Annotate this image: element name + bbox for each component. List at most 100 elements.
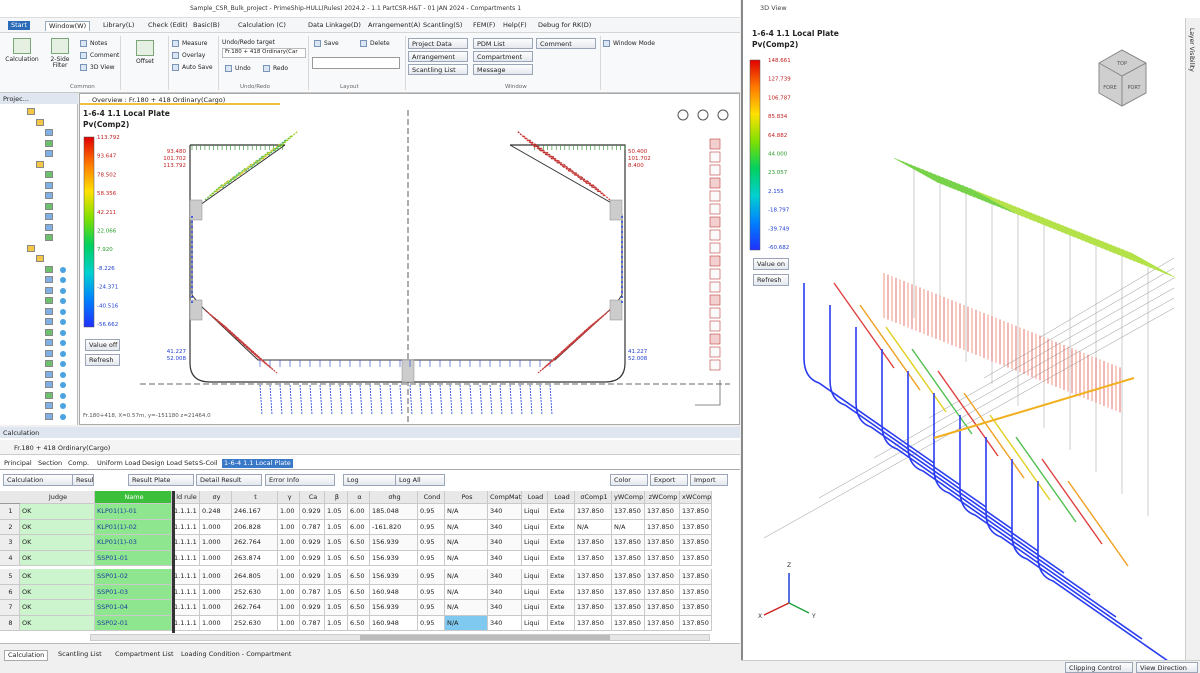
table-cell[interactable]: 6.00 — [348, 504, 370, 520]
table-cell[interactable]: 5 — [0, 569, 20, 585]
table-cell[interactable]: -161.820 — [370, 519, 418, 535]
table-cell[interactable]: 6.50 — [348, 615, 370, 631]
table-cell[interactable]: 137.850 — [645, 535, 680, 551]
table-cell[interactable]: N/A — [445, 519, 488, 535]
table-cell[interactable]: Exte — [548, 584, 575, 600]
table-cell[interactable]: N/A — [445, 615, 488, 631]
column-header[interactable]: ld rule — [172, 491, 200, 504]
toolbar-button[interactable]: Detail Result — [196, 474, 262, 486]
table-cell[interactable]: 0.95 — [418, 504, 445, 520]
calc-tab[interactable]: Uniform Load — [97, 459, 141, 467]
window-button[interactable]: Scantling List — [408, 64, 468, 75]
layout-combo[interactable] — [312, 57, 400, 69]
table-cell[interactable]: 1.000 — [200, 600, 232, 616]
ribbon-icon[interactable] — [136, 40, 154, 56]
tree-icon[interactable] — [45, 265, 53, 273]
table-cell[interactable]: KLP01(1)-02 — [95, 519, 172, 535]
table-cell[interactable]: 7 — [0, 600, 20, 616]
table-cell[interactable]: 0.787 — [300, 519, 325, 535]
table-cell[interactable]: 0.787 — [300, 584, 325, 600]
ribbon-tab[interactable]: Debug for RK(D) — [538, 21, 592, 29]
toolbar-button[interactable]: Calculation — [3, 474, 78, 486]
table-cell[interactable]: 137.850 — [612, 600, 645, 616]
tree-icon[interactable] — [45, 129, 53, 136]
table-cell[interactable]: 0.929 — [300, 600, 325, 616]
table-cell[interactable]: Exte — [548, 569, 575, 585]
table-cell[interactable]: 262.764 — [232, 600, 278, 616]
table-cell[interactable]: 137.850 — [680, 569, 712, 585]
table-cell[interactable]: 1.000 — [200, 535, 232, 551]
overview-tab-label[interactable]: Overview : Fr.180 + 418 Ordinary(Cargo) — [92, 96, 226, 104]
table-cell[interactable]: 340 — [488, 550, 522, 566]
column-header[interactable]: Cond — [418, 491, 445, 504]
table-cell[interactable]: 137.850 — [612, 584, 645, 600]
tree-icon[interactable] — [45, 349, 53, 357]
table-cell[interactable]: OK — [20, 535, 95, 551]
table-cell[interactable]: 1.1.1.1 — [172, 569, 200, 585]
table-cell[interactable]: 137.850 — [680, 519, 712, 535]
table-cell[interactable]: OK — [20, 519, 95, 535]
table-cell[interactable]: 1.000 — [200, 550, 232, 566]
table-cell[interactable]: 0.248 — [200, 504, 232, 520]
column-header[interactable]: σy — [200, 491, 232, 504]
table-cell[interactable]: 340 — [488, 504, 522, 520]
tree-icon[interactable] — [45, 412, 53, 420]
ribbon-small-icon[interactable] — [172, 64, 179, 71]
table-cell[interactable]: 137.850 — [680, 535, 712, 551]
refresh-button[interactable]: Refresh — [85, 354, 120, 366]
ribbon-button-label[interactable]: Comment — [90, 52, 120, 59]
table-cell[interactable]: Liqui — [522, 504, 548, 520]
table-cell[interactable]: 1.00 — [278, 519, 300, 535]
calc-tab[interactable]: Principal — [4, 459, 32, 467]
tree-icon[interactable] — [45, 307, 53, 315]
table-cell[interactable]: 1.1.1.1 — [172, 615, 200, 631]
table-cell[interactable]: 1 — [0, 504, 20, 520]
tree-icon[interactable] — [45, 139, 53, 147]
table-cell[interactable]: OK — [20, 550, 95, 566]
table-cell[interactable]: 137.850 — [680, 504, 712, 520]
table-cell[interactable]: 4 — [0, 550, 20, 566]
table-cell[interactable]: 3 — [0, 535, 20, 551]
table-cell[interactable]: N/A — [575, 519, 612, 535]
window-button[interactable]: Project Data — [408, 38, 468, 49]
table-cell[interactable]: Liqui — [522, 584, 548, 600]
table-cell[interactable]: 137.850 — [645, 550, 680, 566]
table-cell[interactable]: 137.850 — [575, 584, 612, 600]
table-cell[interactable]: 137.850 — [645, 504, 680, 520]
ribbon-button-label[interactable]: Window Mode — [613, 40, 655, 47]
table-cell[interactable]: 263.874 — [232, 550, 278, 566]
bottom-tab[interactable]: Scantling List — [58, 650, 102, 658]
table-cell[interactable]: 137.850 — [575, 535, 612, 551]
table-cell[interactable]: 1.000 — [200, 584, 232, 600]
tree-icon[interactable] — [45, 223, 53, 231]
table-cell[interactable]: 0.787 — [300, 615, 325, 631]
window-button[interactable]: Comment — [536, 38, 596, 49]
table-cell[interactable]: 262.764 — [232, 535, 278, 551]
toolbar-button[interactable]: Result Plate — [128, 474, 194, 486]
table-cell[interactable]: 1.00 — [278, 615, 300, 631]
tree-icon[interactable] — [36, 118, 44, 126]
ribbon-button-label[interactable]: Calculation — [5, 56, 39, 63]
table-cell[interactable]: 6.50 — [348, 600, 370, 616]
bottom-tab[interactable]: Compartment List — [115, 650, 174, 658]
table-cell[interactable]: 0.929 — [300, 569, 325, 585]
ribbon-small-icon[interactable] — [603, 40, 610, 47]
table-cell[interactable]: 340 — [488, 569, 522, 585]
calc-tab[interactable]: Comp. — [68, 459, 90, 467]
table-cell[interactable]: 1.05 — [325, 535, 348, 551]
calc-tab[interactable]: Section — [38, 459, 63, 467]
table-cell[interactable]: Exte — [548, 550, 575, 566]
table-cell[interactable]: N/A — [612, 519, 645, 535]
tree-icon[interactable] — [45, 328, 53, 336]
column-header[interactable]: σhg — [370, 491, 418, 504]
table-cell[interactable]: 252.630 — [232, 615, 278, 631]
table-cell[interactable]: 1.00 — [278, 600, 300, 616]
table-cell[interactable]: Liqui — [522, 615, 548, 631]
column-header[interactable]: γ — [278, 491, 300, 504]
table-cell[interactable]: 340 — [488, 519, 522, 535]
ribbon-icon[interactable] — [51, 38, 69, 54]
table-cell[interactable]: 137.850 — [612, 615, 645, 631]
table-cell[interactable]: Liqui — [522, 535, 548, 551]
ribbon-tab[interactable]: Calculation (C) — [238, 21, 286, 29]
table-cell[interactable]: Exte — [548, 519, 575, 535]
